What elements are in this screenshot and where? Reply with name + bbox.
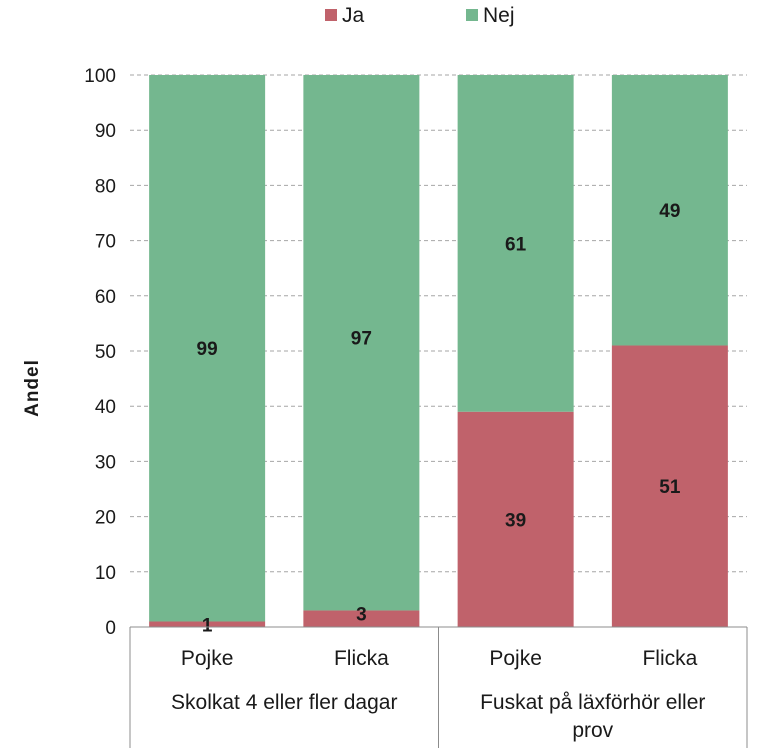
y-tick-label: 50 bbox=[95, 342, 116, 363]
x-group-label: Fuskat på läxförhör eller bbox=[480, 691, 705, 714]
data-label: 61 bbox=[505, 234, 527, 255]
bar-ja bbox=[611, 345, 728, 627]
data-label: 99 bbox=[197, 339, 218, 360]
y-tick-label: 100 bbox=[84, 66, 116, 87]
bars bbox=[149, 75, 728, 627]
y-axis-title: Andel bbox=[22, 359, 43, 417]
bar-nej bbox=[149, 75, 266, 622]
y-axis-tick-labels: 0 10 20 30 40 50 60 70 80 90 100 bbox=[84, 66, 116, 639]
x-group-label: Skolkat 4 eller fler dagar bbox=[171, 691, 397, 714]
x-category-label: Flicka bbox=[642, 647, 697, 670]
bar-ja bbox=[149, 621, 266, 627]
bar-ja bbox=[457, 411, 574, 627]
bar-nej bbox=[457, 75, 574, 412]
y-tick-label: 90 bbox=[95, 121, 116, 142]
y-tick-label: 60 bbox=[95, 287, 116, 308]
x-category-label: Pojke bbox=[489, 647, 542, 670]
data-label: 39 bbox=[505, 510, 526, 531]
bar-nej bbox=[611, 75, 728, 346]
data-labels: 1 99 3 97 39 61 51 49 bbox=[197, 201, 681, 636]
bar-nej bbox=[303, 75, 420, 611]
y-tick-label: 0 bbox=[105, 618, 116, 639]
y-tick-label: 40 bbox=[95, 397, 116, 418]
data-label: 3 bbox=[356, 604, 367, 625]
x-group-label: prov bbox=[572, 719, 613, 742]
legend-label-ja: Ja bbox=[342, 4, 365, 27]
bar-ja bbox=[303, 610, 420, 627]
legend-swatch-nej bbox=[466, 9, 478, 21]
data-label: 51 bbox=[659, 477, 681, 498]
data-label: 97 bbox=[351, 329, 372, 350]
y-tick-label: 20 bbox=[95, 508, 116, 529]
x-axis: Pojke Flicka Pojke Flicka Skolkat 4 eller fl… bbox=[129, 626, 748, 748]
x-category-label: Flicka bbox=[334, 647, 389, 670]
y-tick-label: 10 bbox=[95, 563, 116, 584]
y-tick-label: 70 bbox=[95, 232, 116, 253]
data-label: 1 bbox=[202, 615, 213, 636]
y-tick-label: 30 bbox=[95, 452, 116, 473]
data-label: 49 bbox=[659, 201, 680, 222]
legend: Ja Nej bbox=[325, 4, 515, 27]
legend-swatch-ja bbox=[325, 9, 337, 21]
y-tick-label: 80 bbox=[95, 176, 116, 197]
legend-label-nej: Nej bbox=[483, 4, 515, 27]
x-category-label: Pojke bbox=[181, 647, 234, 670]
